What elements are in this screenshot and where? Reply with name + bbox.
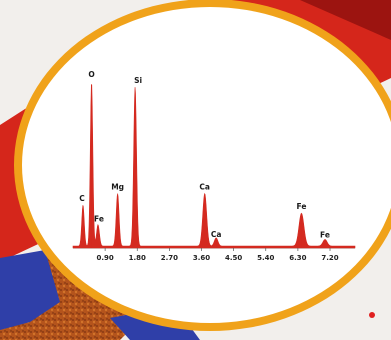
x-axis-ticks: 0.90 1.80 2.70 3.60 4.50 5.40 6.30 7.20: [96, 248, 339, 262]
x-tick-label: 0.90: [96, 254, 113, 262]
peak-label-fe: Fe: [94, 215, 104, 224]
x-tick-label: 6.30: [289, 254, 306, 262]
x-tick-label: 2.70: [161, 254, 178, 262]
spectrum-line: [72, 84, 356, 249]
plot-area: 0.90 1.80 2.70 3.60 4.50 5.40 6.30 7.20 C O Fe Mg S…: [72, 70, 356, 262]
peak-label-si: Si: [134, 76, 142, 85]
peak-label-fe: Fe: [320, 230, 330, 239]
peak-label-c: C: [79, 194, 85, 203]
spectrum-series: [72, 84, 356, 249]
dark-red-band-shape: [250, 0, 391, 40]
peak-label-mg: Mg: [111, 183, 124, 192]
peak-label-o: O: [88, 70, 94, 79]
x-tick-label: 3.60: [193, 254, 210, 262]
peak-label-ca: Ca: [199, 183, 210, 192]
x-tick-label: 5.40: [257, 254, 274, 262]
x-tick-label: 7.20: [321, 254, 338, 262]
x-tick-label: 1.80: [129, 254, 146, 262]
peak-label-ca: Ca: [211, 230, 222, 239]
peak-labels: C O Fe Mg Si Ca Ca Fe Fe: [79, 70, 330, 239]
x-tick-label: 4.50: [225, 254, 242, 262]
accent-dot: [369, 312, 375, 318]
peak-label-fe: Fe: [297, 202, 307, 211]
blue-block: [0, 250, 60, 330]
